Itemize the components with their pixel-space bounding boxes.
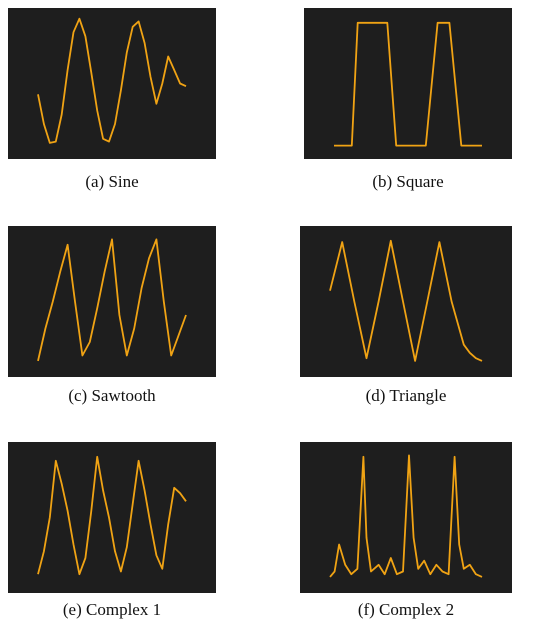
scope-triangle — [300, 226, 512, 377]
scope-background — [8, 226, 216, 377]
panel-complex-1: (e) Complex 1 — [8, 442, 216, 622]
caption-square: (b) Square — [372, 172, 444, 191]
waveform-trace — [329, 454, 483, 578]
scope-sawtooth — [8, 226, 216, 377]
caption-triangle: (d) Triangle — [365, 386, 447, 405]
waveform-trace — [37, 455, 187, 576]
panel-sine: (a) Sine — [8, 8, 216, 191]
caption-sawtooth: (c) Sawtooth — [68, 386, 156, 405]
scope-square — [304, 8, 512, 159]
panel-square: (b) Square — [304, 8, 512, 191]
waveform-trace — [329, 239, 483, 362]
scope-background — [300, 226, 512, 377]
panel-complex-2: (f) Complex 2 — [300, 442, 512, 622]
panel-sawtooth: (c) Sawtooth — [8, 226, 216, 406]
scope-background — [8, 442, 216, 593]
waveform-trace — [37, 17, 187, 144]
scope-background — [8, 8, 216, 159]
waveform-trace — [37, 238, 187, 362]
caption-sine: (a) Sine — [85, 172, 139, 191]
scope-complex-2 — [300, 442, 512, 593]
waveform-trace — [334, 21, 482, 147]
scope-background — [304, 8, 512, 159]
scope-sine — [8, 8, 216, 159]
caption-complex-1: (e) Complex 1 — [62, 600, 162, 619]
scope-complex-1 — [8, 442, 216, 593]
caption-complex-2: (f) Complex 2 — [357, 600, 455, 619]
panel-triangle: (d) Triangle — [300, 226, 512, 406]
